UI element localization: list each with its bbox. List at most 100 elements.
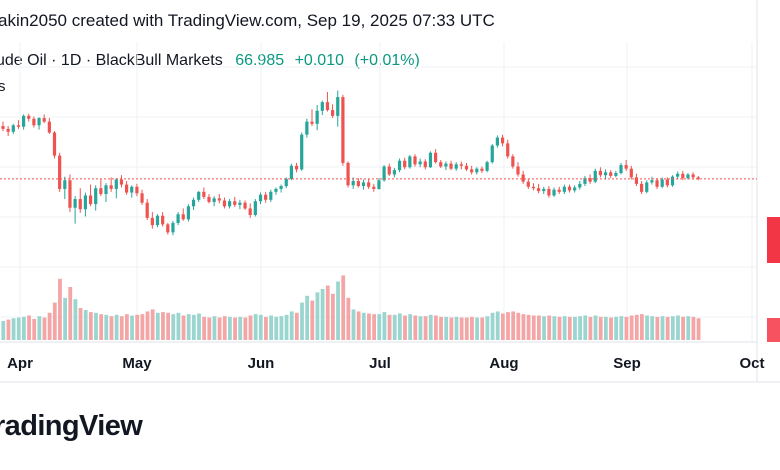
candle-body — [588, 178, 592, 182]
candle-body — [408, 156, 412, 168]
candle-body — [228, 201, 232, 207]
volume-bar — [217, 317, 222, 340]
candle-body — [418, 161, 422, 165]
candle-body — [619, 165, 623, 174]
candle-body — [73, 199, 77, 208]
volume-bar — [109, 316, 114, 340]
candle-body — [629, 168, 633, 178]
candle-body — [397, 160, 402, 171]
volume-bar — [392, 314, 397, 340]
candle-body — [305, 121, 309, 135]
x-axis: Apr May Jun Jul Aug Sep Oct — [7, 355, 764, 372]
candle-body — [336, 97, 340, 116]
volume-bar — [341, 275, 346, 340]
volume-bar — [58, 278, 62, 340]
volume-bar — [125, 314, 129, 340]
volume-bar — [681, 316, 685, 340]
candle-body — [58, 155, 62, 189]
candle-body — [16, 125, 21, 127]
volume-bar — [11, 318, 16, 340]
volume-bar — [279, 316, 284, 340]
candle-body — [258, 194, 263, 202]
volume-bar — [552, 316, 557, 340]
volume-bar — [16, 317, 21, 340]
candle-body — [526, 181, 530, 187]
volume-bar — [161, 312, 165, 340]
candle-body — [552, 189, 556, 196]
candle-body — [130, 186, 134, 193]
volume-bar — [449, 317, 454, 340]
volume-bar — [171, 314, 176, 340]
candle-body — [372, 186, 376, 189]
volume-bar — [454, 316, 459, 340]
volume-bar — [511, 311, 516, 340]
candle-body — [413, 156, 417, 165]
candle-body — [279, 186, 283, 189]
volume-bar — [506, 312, 510, 340]
candle-body — [598, 170, 602, 176]
candle-body — [68, 180, 72, 208]
volume-bar — [542, 316, 546, 340]
candle-body — [645, 182, 649, 192]
volume-bar — [588, 316, 593, 340]
candle-body — [557, 189, 561, 192]
candle-body — [274, 188, 278, 192]
volume-bar — [372, 314, 376, 340]
candle-body — [521, 174, 525, 182]
candle-body — [191, 199, 196, 207]
candle-body — [52, 132, 57, 156]
candle-body — [681, 173, 685, 179]
volume-bar — [63, 297, 67, 340]
candle-body — [583, 178, 587, 184]
candle-body — [634, 177, 639, 184]
candle-body — [145, 202, 149, 218]
candle-body — [207, 196, 211, 202]
volume-bar — [377, 314, 382, 340]
volume-bar — [598, 316, 603, 340]
volume-bar — [660, 316, 665, 340]
volume-bar — [99, 314, 104, 340]
volume-bar — [166, 312, 170, 340]
candle-body — [315, 110, 319, 124]
volume-bar — [88, 312, 93, 340]
candle-body — [197, 191, 201, 200]
candle-body — [140, 193, 144, 203]
candle-body — [294, 165, 299, 170]
volume-bar — [470, 316, 474, 340]
candle-body — [284, 178, 288, 187]
volume-bar — [557, 316, 562, 340]
volume-bar — [289, 311, 294, 340]
volume-bar — [310, 300, 315, 340]
volume-bar — [150, 309, 155, 340]
candle-body — [356, 180, 360, 187]
volume-bar — [47, 312, 52, 340]
candle-body — [253, 201, 257, 215]
x-tick-label: May — [122, 355, 152, 372]
symbol-legend: ude Oil · 1D · BlackBull Markets 66.985 … — [0, 52, 426, 70]
candle-body — [119, 179, 124, 185]
volume-axis-marker — [767, 318, 780, 342]
price-overlay — [0, 178, 780, 342]
candle-body — [135, 186, 139, 194]
volume-bar — [42, 317, 47, 340]
volume-bar — [300, 302, 304, 340]
volume-bar — [27, 315, 31, 340]
volume-bar — [243, 317, 248, 340]
volume-bar — [418, 316, 423, 340]
volume-bar — [197, 313, 201, 340]
volume-bar — [294, 312, 299, 340]
candle-body — [27, 115, 31, 119]
volume-bar — [336, 281, 340, 340]
volume-bar — [181, 315, 186, 340]
candle-body — [603, 172, 608, 176]
candle-body — [686, 174, 690, 179]
volume-bar — [37, 316, 42, 340]
volume-bar — [191, 314, 196, 340]
candle-body — [531, 186, 536, 189]
volume-bar — [155, 312, 160, 340]
price-change-percent: (+0.01%) — [354, 52, 420, 69]
volume-bar — [186, 314, 191, 340]
candle-body — [186, 206, 190, 220]
candle-body — [181, 214, 185, 220]
